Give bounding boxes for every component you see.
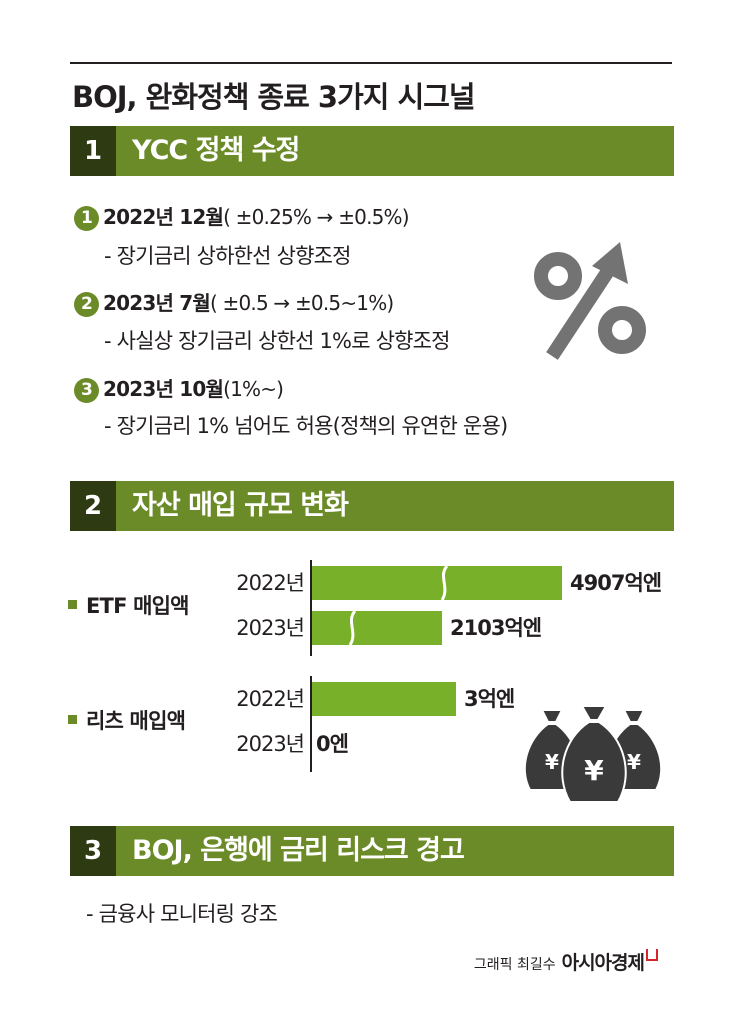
ycc-item-2-detail: ( ±0.5 → ±0.5~1%) <box>209 291 394 315</box>
axis-break-mark <box>348 611 357 645</box>
reit-bar-2022 <box>312 682 456 716</box>
section-2-header: 2 자산 매입 규모 변화 <box>70 481 674 531</box>
section-1-header: 1 YCC 정책 수정 <box>70 126 674 176</box>
page-title: BOJ, 완화정책 종료 3가지 시그널 <box>72 80 476 114</box>
reit-axis <box>310 676 312 772</box>
ycc-item-3-date: 2023년 10월 <box>103 377 224 401</box>
yen-glyph: ¥ <box>545 750 559 774</box>
percent-arrow-up-icon <box>534 242 646 360</box>
etf-value-2023: 2103억엔 <box>450 616 542 640</box>
brand-mark-icon <box>646 949 658 961</box>
section-3-header: 3 BOJ, 은행에 금리 리스크 경고 <box>70 826 674 876</box>
reit-year-2022: 2022년 <box>236 687 305 711</box>
section-2-title: 자산 매입 규모 변화 <box>132 490 349 521</box>
number-circle-2: 2 <box>74 292 99 317</box>
credit-text: 그래픽 최길수 <box>473 957 556 973</box>
etf-bar-2023 <box>312 611 442 645</box>
bullet-square <box>68 600 77 609</box>
etf-bar-2022 <box>312 566 562 600</box>
yen-glyph: ¥ <box>627 750 641 774</box>
section-3-number: 3 <box>70 826 116 876</box>
ycc-item-3: 3 2023년 10월(1%~) <box>74 372 284 406</box>
ycc-item-1-detail: ( ±0.25% → ±0.5%) <box>223 205 410 229</box>
section-2-number: 2 <box>70 481 116 531</box>
etf-year-2023: 2023년 <box>236 616 305 640</box>
ycc-item-2-note: - 사실상 장기금리 상한선 1%로 상향조정 <box>104 329 450 353</box>
top-rule <box>70 62 672 64</box>
credit: 그래픽 최길수 아시아경제 <box>474 948 658 978</box>
bullet-square <box>68 715 77 724</box>
reit-value-2022: 3억엔 <box>464 687 515 711</box>
yen-money-bags-icon: ¥ ¥ ¥ <box>523 705 663 803</box>
axis-break-mark <box>440 566 449 600</box>
number-circle-3: 3 <box>74 378 99 403</box>
section-3-note: - 금융사 모니터링 강조 <box>86 902 278 926</box>
etf-axis <box>310 560 312 656</box>
section-3-title: BOJ, 은행에 금리 리스크 경고 <box>132 835 465 866</box>
etf-group-label: ETF 매입액 <box>68 591 189 621</box>
reit-group-label: 리츠 매입액 <box>68 706 186 736</box>
reit-group-name: 리츠 매입액 <box>86 709 186 733</box>
number-circle-1: 1 <box>74 206 99 231</box>
ycc-item-2: 2 2023년 7월( ±0.5 → ±0.5~1%) <box>74 286 394 320</box>
ycc-item-3-detail: (1%~) <box>223 377 284 401</box>
etf-value-2022: 4907억엔 <box>570 571 662 595</box>
section-1-number: 1 <box>70 126 116 176</box>
yen-glyph: ¥ <box>584 754 604 787</box>
brand-name: 아시아경제 <box>561 952 645 974</box>
reit-value-2023: 0엔 <box>316 732 349 756</box>
ycc-item-2-date: 2023년 7월 <box>103 291 211 315</box>
etf-group-name: ETF 매입액 <box>86 594 189 618</box>
etf-year-2022: 2022년 <box>236 571 305 595</box>
ycc-item-1: 1 2022년 12월( ±0.25% → ±0.5%) <box>74 200 410 234</box>
ycc-item-3-note: - 장기금리 1% 넘어도 허용(정책의 유연한 운용) <box>104 414 508 438</box>
ycc-item-1-date: 2022년 12월 <box>103 205 224 229</box>
section-1-title: YCC 정책 수정 <box>132 135 300 166</box>
reit-year-2023: 2023년 <box>236 732 305 756</box>
ycc-item-1-note: - 장기금리 상하한선 상향조정 <box>104 244 351 268</box>
